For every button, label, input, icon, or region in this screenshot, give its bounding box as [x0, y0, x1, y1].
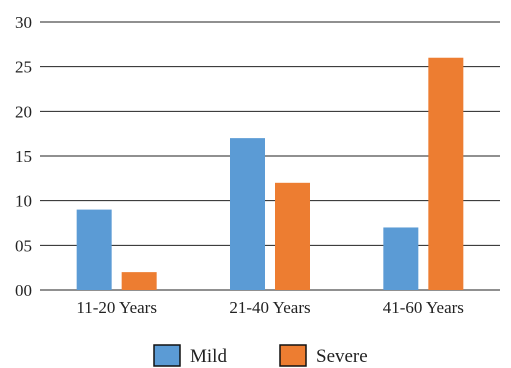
y-tick-label: 15: [15, 147, 32, 166]
x-category-label: 21-40 Years: [229, 298, 310, 317]
y-tick-label: 30: [15, 13, 32, 32]
y-tick-label: 10: [15, 192, 32, 211]
legend-label-severe: Severe: [316, 346, 368, 367]
legend: Mild Severe: [153, 344, 368, 367]
bar-mild-2: [230, 138, 265, 290]
y-tick-label: 05: [15, 236, 32, 255]
bar-mild-3: [383, 227, 419, 290]
x-axis-category-labels: 11-20 Years 21-40 Years 41-60 Years: [76, 298, 464, 317]
bar-severe-2: [275, 182, 310, 290]
gridlines: [40, 21, 500, 291]
legend-label-mild: Mild: [190, 346, 227, 367]
legend-swatch-mild: [153, 344, 181, 367]
bar-severe-3: [428, 57, 464, 290]
y-tick-label: 00: [15, 281, 32, 300]
y-tick-label: 25: [15, 58, 32, 77]
legend-swatch-severe: [279, 344, 307, 367]
bars: [76, 57, 464, 290]
y-tick-label: 20: [15, 102, 32, 121]
bar-severe-1: [121, 272, 157, 290]
bar-mild-1: [76, 209, 112, 290]
x-category-label: 41-60 Years: [383, 298, 464, 317]
x-category-label: 11-20 Years: [76, 298, 157, 317]
y-axis-tick-labels: 00 05 10 15 20 25 30: [15, 13, 32, 300]
